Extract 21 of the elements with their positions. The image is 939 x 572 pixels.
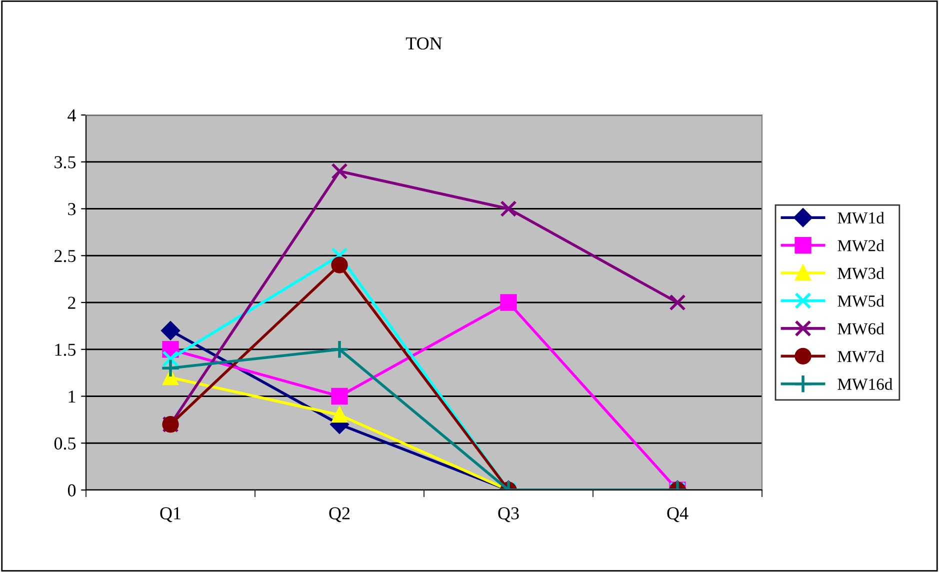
chart-title: TON bbox=[406, 37, 442, 50]
y-tick-label: 3 bbox=[68, 203, 76, 216]
x-tick-label: Q4 bbox=[667, 507, 688, 522]
y-tick-label: 1 bbox=[68, 390, 76, 403]
y-tick-label: 0 bbox=[68, 484, 76, 496]
y-tick-label: 0.5 bbox=[54, 437, 76, 450]
legend-label: MW1d bbox=[838, 212, 884, 224]
y-tick-label: 4 bbox=[68, 109, 76, 122]
legend-label: MW3d bbox=[838, 267, 884, 280]
y-tick-label: 1.5 bbox=[55, 344, 76, 356]
y-tick-label: 2 bbox=[68, 296, 76, 309]
x-tick-label: Q2 bbox=[329, 507, 350, 522]
y-tick-label: 2.5 bbox=[54, 250, 76, 262]
x-tick-label: Q3 bbox=[498, 507, 519, 522]
legend-label: MW7d bbox=[838, 350, 884, 362]
legend-label: MW6d bbox=[838, 322, 884, 335]
y-tick-label: 3.5 bbox=[54, 156, 76, 168]
legend-label: MW2d bbox=[838, 240, 884, 252]
legend-label: MW16d bbox=[838, 378, 893, 390]
x-tick-label: Q1 bbox=[160, 507, 180, 522]
legend-label: MW5d bbox=[838, 294, 884, 307]
